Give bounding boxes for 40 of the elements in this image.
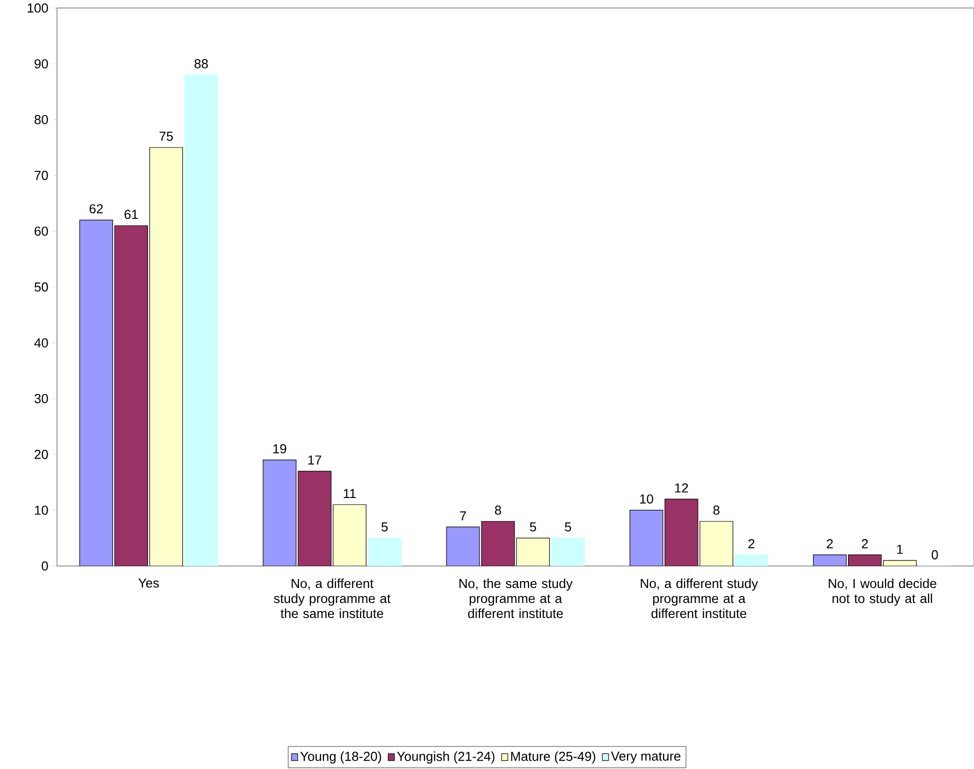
data-label: 5 (382, 522, 388, 532)
data-label: 75 (160, 132, 173, 141)
x-tick-label: No, a different study programme at a different institute (640, 578, 758, 618)
y-tick-label: 0 (42, 561, 48, 571)
x-tick-label: No, the same study programme at a different institute (459, 578, 573, 618)
y-tick-label: 20 (34, 450, 48, 459)
data-label: 8 (713, 506, 720, 515)
data-label: 12 (675, 483, 688, 492)
data-label: 10 (640, 494, 654, 504)
data-label: 88 (194, 59, 208, 68)
data-label: 8 (494, 506, 502, 515)
y-tick-label: 70 (34, 170, 48, 180)
x-tick-label: Yes (138, 578, 159, 588)
y-tick-label: 50 (34, 282, 48, 292)
x-tick-label: No, I would decide not to study at all (828, 578, 936, 606)
y-tick-label: 30 (34, 394, 48, 404)
y-tick-label: 90 (34, 59, 48, 68)
data-label: 7 (460, 511, 466, 520)
data-label: 62 (90, 204, 103, 214)
data-label: 2 (826, 539, 833, 548)
data-label: 2 (862, 539, 868, 548)
data-label: 0 (932, 550, 938, 560)
data-label: 11 (344, 489, 356, 498)
legend-label: Very mature (610, 752, 680, 764)
data-label: 61 (124, 210, 138, 219)
data-label: 5 (530, 522, 536, 532)
y-tick-label: 60 (34, 226, 48, 236)
data-label: 19 (273, 444, 286, 454)
legend-label: Youngish (21-24) (397, 751, 494, 764)
y-tick-label: 80 (34, 114, 48, 124)
y-tick-label: 40 (34, 338, 48, 348)
x-tick-label: No, a different study programme at the same institute (274, 578, 391, 618)
data-label: 1 (897, 544, 903, 554)
legend-label: Mature (25-49) (511, 751, 596, 764)
data-label: 2 (748, 539, 754, 548)
data-label: 5 (564, 522, 572, 532)
legend-label: Young (18-20) (300, 751, 382, 764)
y-tick-label: 10 (34, 506, 48, 515)
y-tick-label: 100 (28, 3, 48, 13)
data-label: 17 (308, 456, 322, 465)
